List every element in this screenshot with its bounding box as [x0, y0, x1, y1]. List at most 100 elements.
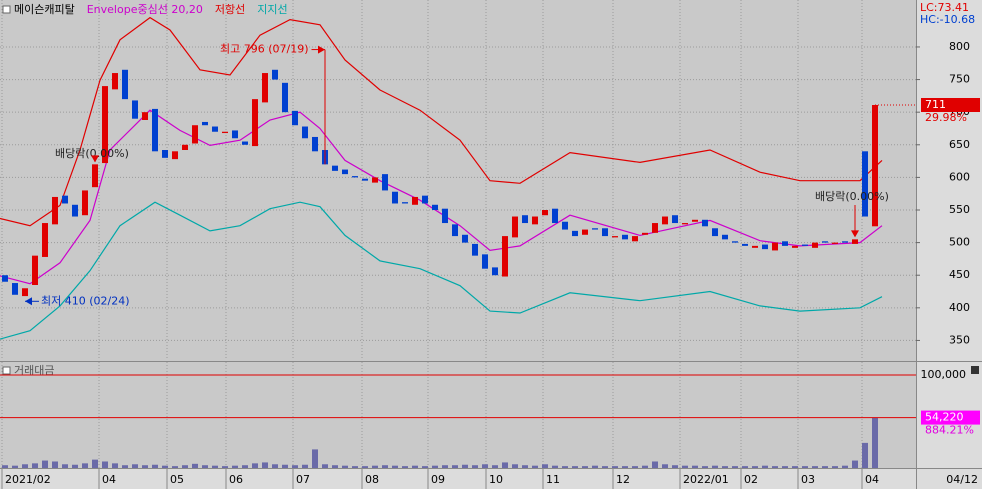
candle-body: [482, 254, 488, 269]
candle-body: [142, 112, 148, 120]
volume-bar: [572, 466, 578, 468]
volume-bar: [632, 466, 638, 468]
arrow-head: [851, 230, 859, 238]
candle-body: [172, 151, 178, 160]
legend-entry: 지지선: [257, 3, 287, 16]
volume-bar: [622, 466, 628, 468]
candle-body: [412, 196, 418, 205]
volume-bar: [102, 461, 108, 468]
x-tick-label: 06: [229, 473, 243, 486]
volume-bar: [752, 466, 758, 468]
candle-body: [682, 223, 688, 225]
volume-bar: [872, 417, 878, 468]
legend-entry: 저항선: [215, 3, 245, 16]
volume-bar: [862, 442, 868, 468]
panel-icon: [2, 366, 11, 375]
volume-bar: [672, 465, 678, 468]
candle-body: [592, 228, 598, 230]
candle-body: [332, 165, 338, 171]
candle-body: [52, 196, 58, 225]
candle-body: [662, 216, 668, 225]
candle-body: [62, 195, 68, 204]
lc-label: LC:73.41: [920, 1, 969, 14]
volume-bar: [442, 465, 448, 468]
volume-bar: [362, 466, 368, 468]
x-tick-label: 07: [296, 473, 310, 486]
candle-body: [632, 236, 638, 242]
volume-bar: [222, 466, 228, 468]
candle-body: [92, 164, 98, 188]
right-axis-panel: [916, 0, 982, 469]
volume-bar: [322, 464, 328, 468]
candle-body: [182, 144, 188, 150]
marks: [0, 16, 883, 340]
volume-bar: [812, 466, 818, 468]
volume-bar: [722, 466, 728, 468]
volume-bar: [772, 466, 778, 468]
x-tick-label: 2021/02: [5, 473, 51, 486]
candle-body: [552, 208, 558, 224]
volume-bar: [192, 463, 198, 468]
candle-body: [122, 69, 128, 100]
candle-body: [772, 242, 778, 251]
candle-body: [562, 221, 568, 230]
candle-body: [612, 236, 618, 238]
volume-bar: [732, 466, 738, 468]
volume-bar: [562, 466, 568, 468]
y-tick-label: 350: [949, 333, 970, 346]
volume-bar: [12, 465, 18, 468]
volume-bar: [392, 465, 398, 468]
volume-panel: [0, 362, 916, 469]
volume-bar: [782, 466, 788, 468]
volume-bar: [382, 465, 388, 468]
candle-body: [42, 223, 48, 257]
volume-bar: [122, 465, 128, 468]
candle-body: [822, 241, 828, 243]
candle-body: [812, 242, 818, 248]
price-panel: [0, 0, 916, 361]
x-tick-label: 04: [865, 473, 879, 486]
volume-bar: [172, 466, 178, 468]
stock-name: 메이슨캐피탈: [14, 3, 75, 16]
candle-body: [602, 228, 608, 237]
x-tick-label: 02: [744, 473, 758, 486]
candle-body: [542, 210, 548, 216]
volume-bar: [822, 466, 828, 468]
volume-bar: [112, 463, 118, 468]
volume-bar: [262, 462, 268, 468]
candle-body: [862, 151, 868, 217]
y-tick-label: 750: [949, 73, 970, 86]
volume-bar: [212, 465, 218, 468]
volume-bar: [662, 464, 668, 468]
volume-bar: [582, 466, 588, 468]
volume-tag: 54,220: [925, 411, 964, 424]
candle-body: [762, 244, 768, 250]
candle-body: [352, 176, 358, 178]
candle-body: [712, 228, 718, 237]
panel-button[interactable]: [971, 366, 979, 374]
price-tag: 711: [925, 98, 946, 111]
volume-title: 거래대금: [14, 364, 54, 377]
candle-body: [702, 219, 708, 227]
y-tick-label: 450: [949, 268, 970, 281]
candle-body: [582, 229, 588, 235]
volume-bar: [312, 449, 318, 468]
envelope-line: [0, 109, 883, 285]
volume-bar: [532, 465, 538, 468]
x-axis-panel: [0, 469, 982, 489]
volume-bar: [402, 466, 408, 468]
candle-body: [852, 239, 858, 244]
volume-bar: [792, 466, 798, 468]
candle-body: [102, 86, 108, 164]
candle-body: [202, 121, 208, 126]
candle-body: [652, 223, 658, 233]
x-tick-label: 05: [170, 473, 184, 486]
volume-bar: [352, 466, 358, 468]
candle-body: [252, 99, 258, 147]
candle-body: [782, 241, 788, 246]
candle-body: [22, 288, 28, 297]
volume-bar: [92, 459, 98, 468]
candle-body: [672, 215, 678, 224]
annotation: 배당락(0.00%): [815, 190, 889, 203]
price-change: 29.98%: [925, 111, 967, 124]
